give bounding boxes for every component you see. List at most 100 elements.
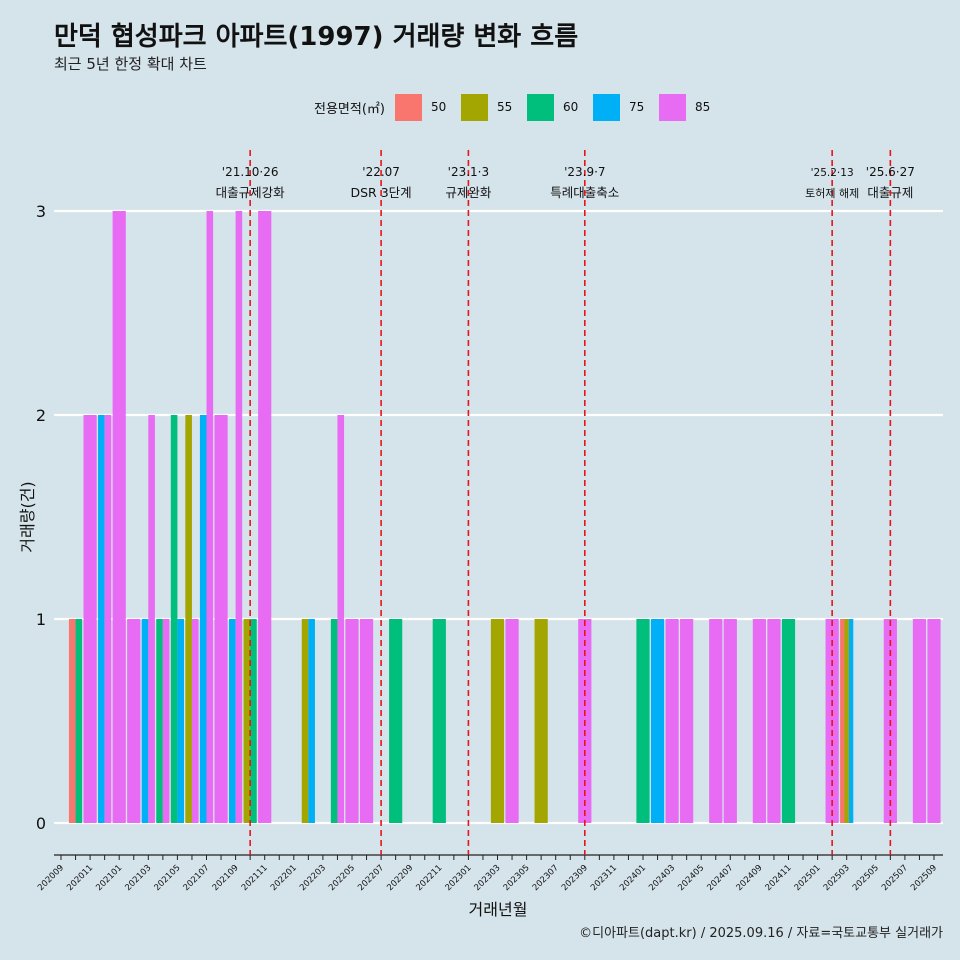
x-tick-label: 202303 bbox=[473, 863, 503, 893]
bar-202411-60 bbox=[781, 619, 796, 823]
chart-subtitle: 최근 5년 한정 확대 차트 bbox=[54, 55, 207, 73]
event-date-202506: '25.6·27 bbox=[866, 165, 915, 179]
bar-202010-50 bbox=[68, 619, 76, 823]
y-tick-label: 0 bbox=[36, 814, 46, 833]
bar-202410-85 bbox=[767, 619, 781, 823]
bar-202211-60 bbox=[432, 619, 446, 823]
bar-202306-55 bbox=[534, 619, 548, 823]
x-tick-label: 202011 bbox=[65, 863, 95, 893]
bar-202503-75 bbox=[848, 619, 854, 823]
bar-202508-85 bbox=[912, 619, 927, 823]
bar-202202-55 bbox=[301, 619, 309, 823]
x-tick-label: 202505 bbox=[851, 863, 881, 893]
x-tick-label: 202401 bbox=[618, 863, 648, 893]
x-tick-label: 202309 bbox=[560, 863, 590, 893]
x-tick-label: 202405 bbox=[676, 863, 706, 893]
chart-title: 만덕 협성파크 아파트(1997) 거래량 변화 흐름 bbox=[54, 22, 579, 52]
bar-202106-55 bbox=[185, 415, 192, 823]
x-tick-label: 202203 bbox=[298, 863, 328, 893]
legend-swatch-50 bbox=[394, 93, 422, 121]
event-label-202301: 규제완화 bbox=[445, 185, 492, 200]
legend: 전용면적(㎡) 50 55 60 75 85 bbox=[314, 93, 725, 121]
bar-202102-85 bbox=[127, 619, 141, 823]
bar-202110-60 bbox=[250, 619, 257, 823]
bar-202208-60 bbox=[389, 619, 403, 823]
x-tick-label: 202103 bbox=[123, 863, 153, 893]
legend-item-55: 55 bbox=[460, 93, 519, 121]
legend-item-85: 85 bbox=[658, 93, 717, 121]
bar-202403-85 bbox=[665, 619, 679, 823]
bar-202103-75 bbox=[141, 619, 149, 823]
bar-202109-85 bbox=[235, 211, 243, 823]
legend-swatch-60 bbox=[526, 93, 554, 121]
event-date-202207: '22.07 bbox=[362, 165, 400, 179]
y-tick-label: 2 bbox=[36, 406, 46, 425]
y-axis-title: 거래량(건) bbox=[18, 481, 37, 552]
x-tick-label: 202301 bbox=[444, 863, 474, 893]
legend-swatch-75 bbox=[592, 93, 620, 121]
x-tick-label: 202207 bbox=[356, 863, 386, 893]
x-tick-label: 202009 bbox=[36, 863, 66, 893]
bar-202406-85 bbox=[709, 619, 723, 823]
bar-202204-60 bbox=[330, 619, 338, 823]
x-tick-label: 202411 bbox=[764, 863, 794, 893]
event-date-202301: '23.1·3 bbox=[448, 165, 489, 179]
x-tick-label: 202509 bbox=[909, 863, 939, 893]
bar-202012-75 bbox=[98, 415, 105, 823]
legend-item-60: 60 bbox=[526, 93, 585, 121]
bar-202202-75 bbox=[308, 619, 315, 823]
bar-202503-55 bbox=[844, 619, 849, 823]
bar-202104-85 bbox=[162, 619, 170, 823]
legend-swatch-85 bbox=[658, 93, 686, 121]
x-tick-label: 202403 bbox=[647, 863, 677, 893]
source-caption: ©디아파트(dapt.kr) / 2025.09.16 / 자료=국토교통부 실… bbox=[579, 926, 943, 941]
bar-202010-60 bbox=[75, 619, 83, 823]
bar-202011-85 bbox=[83, 415, 97, 823]
bar-202107-85 bbox=[206, 211, 214, 823]
x-tick-label: 202101 bbox=[94, 863, 124, 893]
x-tick-label: 202311 bbox=[589, 863, 619, 893]
bar-202012-85 bbox=[104, 415, 112, 823]
x-tick-label: 202105 bbox=[153, 863, 183, 893]
legend-item-50: 50 bbox=[394, 93, 453, 121]
x-tick-label: 202111 bbox=[240, 863, 270, 893]
x-tick-label: 202107 bbox=[182, 863, 212, 893]
bar-202108-85 bbox=[214, 415, 228, 823]
bar-202107-75 bbox=[199, 415, 207, 823]
bar-202111-85 bbox=[258, 211, 272, 823]
bar-202106-85 bbox=[191, 619, 199, 823]
bar-202509-85 bbox=[927, 619, 941, 823]
legend-label-60: 60 bbox=[562, 100, 579, 114]
event-label-202309: 특례대출축소 bbox=[550, 185, 619, 200]
legend-swatch-55 bbox=[460, 93, 488, 121]
legend-label-75: 75 bbox=[628, 100, 645, 114]
y-tick-label: 1 bbox=[36, 610, 46, 629]
x-axis-title: 거래년월 bbox=[469, 900, 528, 919]
bar-202101-85 bbox=[112, 211, 126, 823]
x-tick-label: 202211 bbox=[414, 863, 444, 893]
legend-label-55: 55 bbox=[496, 100, 513, 114]
event-date-202309: '23.9·7 bbox=[564, 165, 605, 179]
x-tick-label: 202507 bbox=[880, 863, 910, 893]
bar-202409-85 bbox=[752, 619, 766, 823]
x-tick-label: 202109 bbox=[211, 863, 241, 893]
event-date-202502: '25.2·13 bbox=[811, 167, 854, 179]
event-label-202110: 대출규제강화 bbox=[216, 185, 286, 200]
legend-title: 전용면적(㎡) bbox=[314, 101, 385, 117]
bar-202303-55 bbox=[490, 619, 505, 823]
legend-label-85: 85 bbox=[694, 100, 711, 114]
bar-202404-85 bbox=[680, 619, 694, 823]
x-tick-label: 202503 bbox=[822, 863, 852, 893]
event-date-202110: '21.10·26 bbox=[222, 165, 279, 179]
legend-item-75: 75 bbox=[592, 93, 651, 121]
bar-202503-50 bbox=[840, 619, 845, 823]
x-tick-label: 202205 bbox=[327, 863, 357, 893]
x-tick-label: 202209 bbox=[385, 863, 415, 893]
event-label-202502: 토허제 해제 bbox=[805, 186, 859, 200]
bar-202206-85 bbox=[359, 619, 374, 823]
bar-202204-85 bbox=[337, 415, 345, 823]
x-tick-label: 202307 bbox=[531, 863, 561, 893]
bar-202205-85 bbox=[345, 619, 359, 823]
bar-202104-60 bbox=[156, 619, 163, 823]
